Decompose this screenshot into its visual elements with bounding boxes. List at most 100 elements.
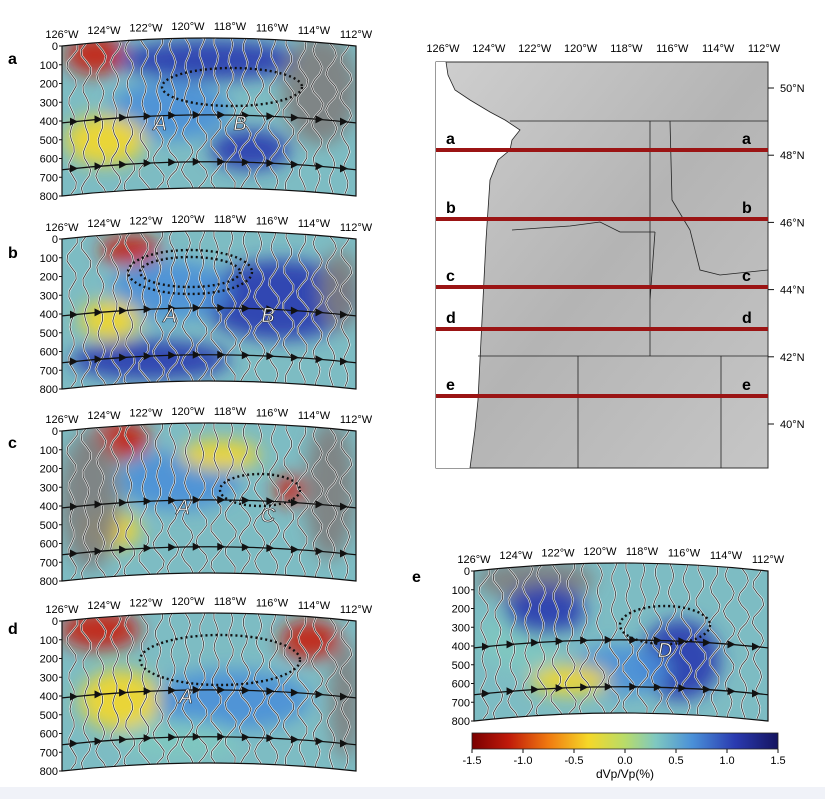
panel-e-letter: e <box>412 569 421 586</box>
panel-a-depth-tick: 600 <box>40 154 58 166</box>
panel-b-lon-tick: 112°W <box>340 222 373 234</box>
colorbar-tick: 1.0 <box>719 755 734 767</box>
panel-d-depth-tick: 700 <box>40 747 58 759</box>
location-map: 126°W 124°W 122°W 120°W 118°W 116°W 114°W 112°W… <box>426 43 805 469</box>
panel-d-lon-tick: 116°W <box>256 597 289 609</box>
panel-c-letter: c <box>8 435 17 452</box>
panel-b-anomaly-outline <box>126 248 254 296</box>
panel-a-tomography <box>62 38 356 196</box>
ocean <box>436 62 520 468</box>
colorbar-tick: 1.5 <box>770 755 785 767</box>
panel-a-depth-tick: 0 <box>52 41 58 53</box>
panel-b-frame <box>61 230 357 390</box>
panel-e-anomaly-outline <box>618 604 712 646</box>
panel-e-depth-tick: 0 <box>464 566 470 578</box>
map-profile-d-east-label: d <box>742 310 752 327</box>
bottom-strip <box>0 787 825 799</box>
panel-b-lon-tick: 122°W <box>129 215 163 227</box>
map-lon-tick: 116°W <box>656 43 689 55</box>
panel-b-depth-tick: 500 <box>40 328 58 340</box>
panel-e-lon-tick: 112°W <box>752 554 785 566</box>
map-profile-b-east-label: b <box>742 200 752 217</box>
panel-b-lon-tick: 116°W <box>256 215 289 227</box>
panel-b-depth-tick: 0 <box>52 234 58 246</box>
panel-d-depth-tick: 800 <box>40 766 58 778</box>
panel-d-lon-tick: 114°W <box>298 600 331 612</box>
map-profile-e-east-label: e <box>742 377 751 394</box>
panel-a-anomaly-a-label: A <box>152 113 166 135</box>
colorbar: -1.5 -1.0 -0.5 0.0 0.5 1.0 1.5 dVp/Vp(%) <box>463 732 786 781</box>
colorbar-tick: 0.5 <box>668 755 683 767</box>
panel-b-depth-tick: 300 <box>40 290 58 302</box>
panel-d-depth-tick: 400 <box>40 691 58 703</box>
panel-b-lon-tick: 120°W <box>171 214 205 226</box>
panel-a-lon-tick: 124°W <box>87 25 121 37</box>
panel-a-lon-tick: 112°W <box>340 29 373 41</box>
panel-d-anomaly-a-label: A <box>178 686 192 708</box>
panel-d-depth-tick: 100 <box>40 635 58 647</box>
panel-e-depth-tick: 200 <box>452 604 470 616</box>
panel-c-anomaly-a-label: A <box>175 497 189 519</box>
panel-d-letter: d <box>8 621 18 638</box>
map-lon-tick: 120°W <box>564 43 598 55</box>
panel-a-depth-tick: 200 <box>40 79 58 91</box>
map-lat-tick: 50°N <box>780 83 805 95</box>
panel-c-depth-tick: 500 <box>40 520 58 532</box>
panel-b-anomaly-outline <box>138 255 242 289</box>
panel-c-lon-tick: 126°W <box>45 414 79 426</box>
colorbar-tick: -0.5 <box>565 755 584 767</box>
map-lon-tick: 126°W <box>426 43 460 55</box>
panel-c-lon-tick: 116°W <box>256 407 289 419</box>
map-lon-tick: 114°W <box>702 43 735 55</box>
panel-a-lon-tick: 120°W <box>171 21 205 33</box>
coastline <box>445 61 521 469</box>
panel-c-anomaly-outline <box>218 472 302 508</box>
panel-e-anomaly-d-label: D <box>658 640 672 662</box>
panel-e-lon-tick: 126°W <box>457 554 491 566</box>
panel-e-depth-tick: 600 <box>452 679 470 691</box>
panel-c-lon-tick: 120°W <box>171 406 205 418</box>
panel-c-anomaly-c-label: C <box>261 505 276 527</box>
panel-c-tomography <box>62 423 356 581</box>
panel-c-depth-tick: 700 <box>40 557 58 569</box>
panel-a-anomaly-b-label: B <box>233 113 246 135</box>
map-profile-e-west-label: e <box>446 377 455 394</box>
colorbar-label: dVp/Vp(%) <box>596 767 654 781</box>
panel-d-anomaly-outline <box>138 633 302 687</box>
panel-d-lon-tick: 118°W <box>214 596 247 608</box>
panel-e-lon-tick: 120°W <box>583 546 617 558</box>
panel-b-depth-tick: 800 <box>40 384 58 396</box>
map-profile-c-east-label: c <box>742 268 751 285</box>
panel-d-lon-tick: 124°W <box>87 600 121 612</box>
panel-b-lon-tick: 118°W <box>214 214 247 226</box>
panel-a-anomaly-outline <box>160 66 304 108</box>
panel-d-depth-tick: 300 <box>40 672 58 684</box>
map-lat-tick: 46°N <box>780 217 805 229</box>
panel-c-lon-tick: 118°W <box>214 406 247 418</box>
map-profile-d-west-label: d <box>446 310 456 327</box>
panel-a-depth-tick: 500 <box>40 135 58 147</box>
panel-b-anomaly-b-label: B <box>261 305 274 327</box>
map-profile-a-east-label: a <box>742 131 751 148</box>
panel-a-depth-tick: 700 <box>40 172 58 184</box>
map-lon-tick: 112°W <box>748 43 781 55</box>
state-boundaries <box>478 120 769 468</box>
panel-c-depth-tick: 0 <box>52 426 58 438</box>
panel-c-depth-tick: 100 <box>40 445 58 457</box>
panel-a-lon-tick: 114°W <box>298 25 331 37</box>
panel-c-lon-tick: 122°W <box>129 407 163 419</box>
panel-c-depth-tick: 300 <box>40 482 58 494</box>
panel-a-letter: a <box>8 51 17 68</box>
panel-c-seismic-traces <box>65 423 353 580</box>
panel-e-depth-tick: 800 <box>452 716 470 728</box>
panel-d-depth-tick: 200 <box>40 654 58 666</box>
panel-e-tomography <box>474 563 768 721</box>
map-lat-tick: 40°N <box>780 419 805 431</box>
panel-b-depth-tick: 400 <box>40 309 58 321</box>
panel-c-depth-tick: 600 <box>40 539 58 551</box>
panel-e-depth-tick: 100 <box>452 585 470 597</box>
panel-d-lon-tick: 122°W <box>129 597 163 609</box>
panel-e-lon-tick: 116°W <box>668 547 701 559</box>
panel-b-anomaly-a-label: A <box>162 305 176 327</box>
